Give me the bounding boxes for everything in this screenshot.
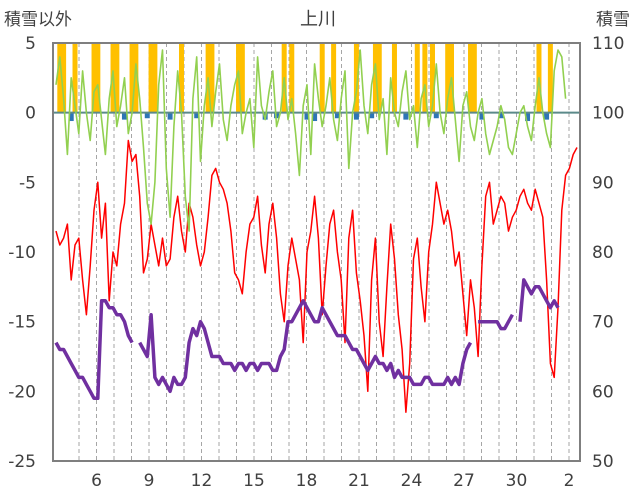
bar [547, 43, 553, 113]
bar [403, 112, 409, 120]
bar [57, 43, 63, 113]
x-tick-label: 15 [243, 471, 265, 491]
bar [422, 43, 428, 113]
bar [239, 43, 245, 113]
bar [331, 43, 337, 113]
bar [144, 112, 150, 119]
left-tick-label: -15 [8, 313, 36, 333]
bar [72, 43, 78, 113]
left-tick-label: 5 [25, 34, 36, 54]
x-tick-label: 18 [296, 471, 318, 491]
right-axis-title: 積雪 [596, 10, 630, 30]
bar [498, 112, 504, 119]
bar [209, 43, 215, 113]
x-tick-label: 12 [191, 471, 213, 491]
series-line [55, 139, 578, 413]
bar [304, 112, 310, 120]
bar [152, 43, 158, 113]
right-tick-label: 90 [592, 173, 614, 193]
bar [445, 43, 451, 113]
bar [391, 43, 397, 113]
blue-bars [68, 112, 550, 122]
bar [353, 43, 359, 113]
series-line [55, 49, 567, 232]
bar [312, 112, 318, 122]
left-tick-label: -20 [8, 382, 36, 402]
series-line [54, 278, 560, 401]
right-tick-label: 50 [592, 452, 614, 472]
x-tick-label: 6 [91, 471, 102, 491]
bar [289, 43, 295, 113]
bar [129, 43, 135, 113]
left-tick-label: -5 [19, 173, 36, 193]
right-tick-label: 100 [592, 104, 624, 124]
x-tick-label: 9 [144, 471, 155, 491]
bar [372, 43, 378, 113]
left-axis-ticks: 5 0 -5 -10 -15 -20 -25 [8, 34, 36, 472]
bar [133, 43, 139, 113]
bar [471, 43, 477, 113]
bar [433, 112, 439, 119]
series-lines [54, 49, 578, 413]
bar [148, 43, 154, 113]
x-tick-label: 24 [401, 471, 423, 491]
bar [429, 43, 435, 113]
right-tick-label: 80 [592, 243, 614, 263]
x-axis-ticks: 6 9 12 15 18 21 24 27 30 2 [91, 471, 574, 491]
bar [121, 112, 127, 120]
bar [91, 43, 97, 113]
x-tick-label: 2 [564, 471, 575, 491]
left-tick-label: -10 [8, 243, 36, 263]
bar [194, 112, 200, 119]
x-tick-label: 30 [506, 471, 528, 491]
right-tick-label: 60 [592, 382, 614, 402]
right-axis-ticks: 110 100 90 80 70 60 50 [592, 34, 624, 472]
x-tick-label: 21 [348, 471, 370, 491]
chart-title: 上川 [300, 9, 336, 30]
right-tick-label: 70 [592, 313, 614, 333]
bar [334, 112, 340, 119]
bar [376, 43, 382, 113]
left-axis-title: 積雪以外 [4, 10, 72, 30]
bar [319, 43, 325, 113]
bar [525, 112, 531, 122]
bar [178, 43, 184, 113]
bar [61, 43, 67, 113]
plot-area [52, 42, 581, 462]
bar [114, 43, 120, 113]
bar [544, 112, 550, 120]
right-tick-label: 110 [592, 34, 624, 54]
left-tick-label: -25 [8, 452, 36, 472]
bar [468, 43, 474, 113]
bar [68, 112, 74, 122]
left-tick-label: 0 [25, 104, 36, 124]
bar [369, 112, 375, 119]
yellow-bars [57, 43, 553, 113]
bar [167, 112, 173, 120]
bar [414, 43, 420, 113]
bar [479, 112, 485, 120]
x-tick-label: 27 [453, 471, 475, 491]
bar [353, 112, 359, 120]
bar [95, 43, 101, 113]
